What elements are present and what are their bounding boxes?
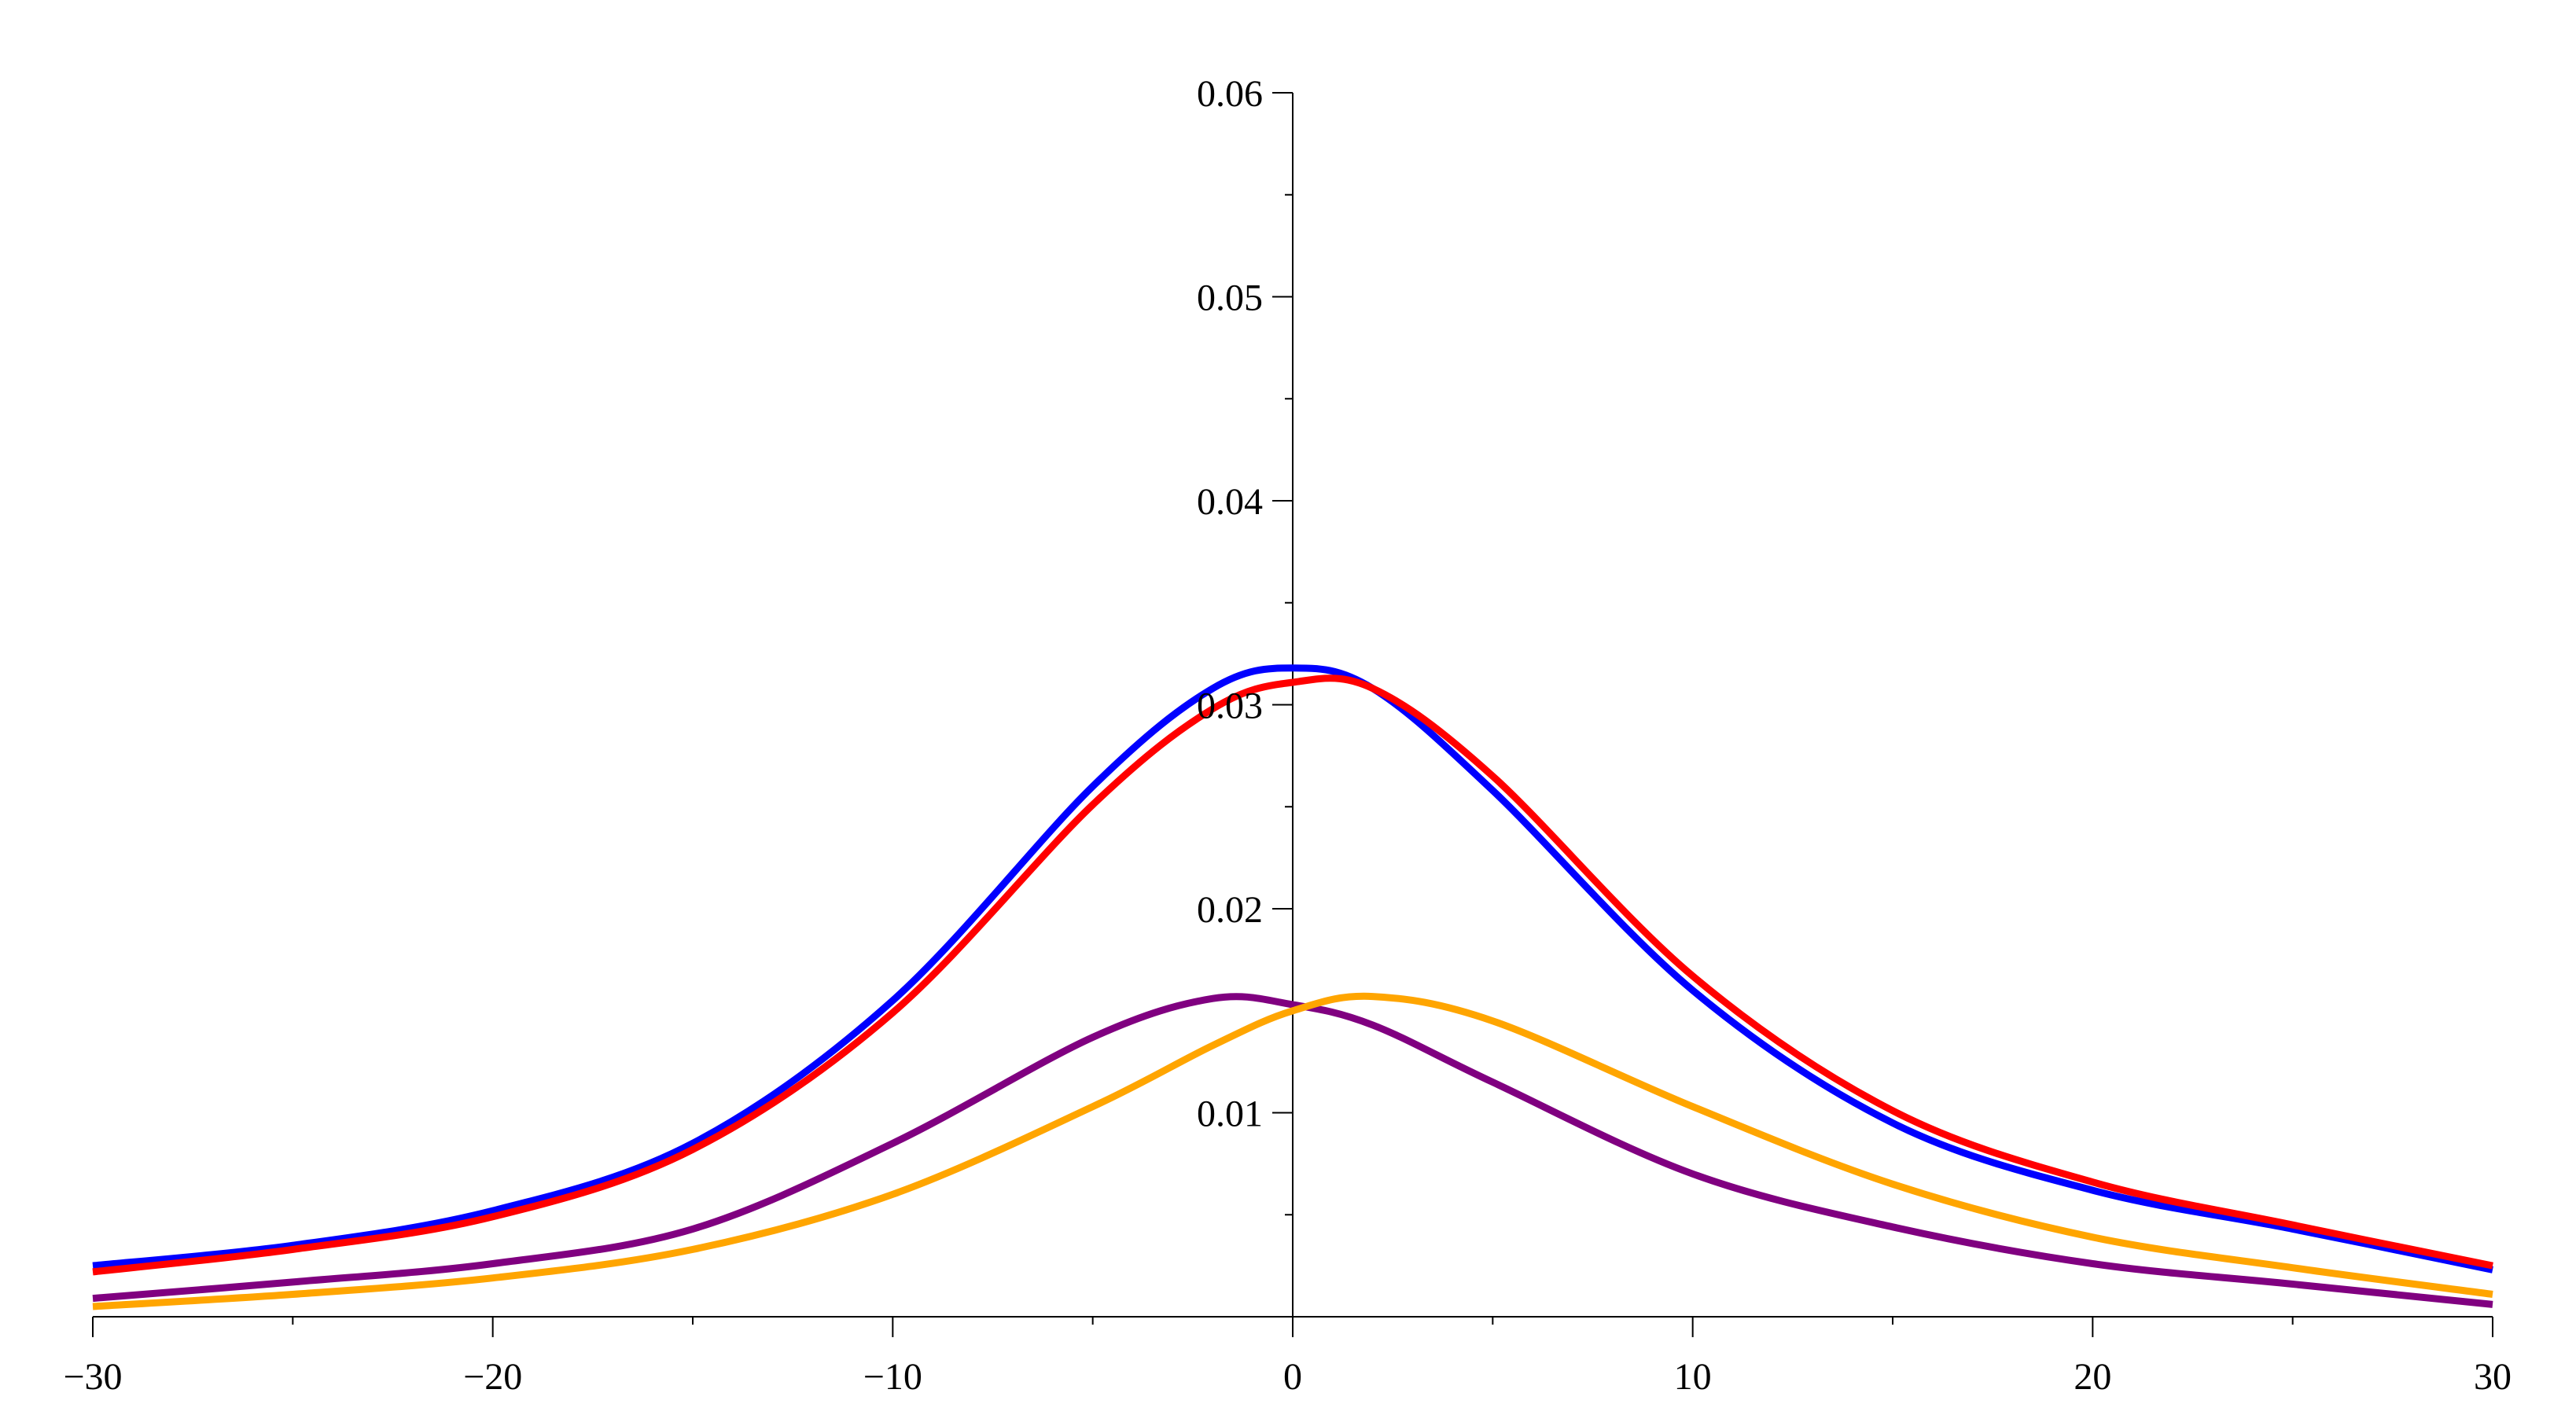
series-line-blue [92, 664, 2493, 1274]
y-tick-label: 0.01 [1197, 1093, 1263, 1135]
series-group [92, 664, 2493, 1310]
axes [92, 92, 2493, 1337]
x-tick-label: −10 [863, 1356, 922, 1398]
x-tick-label: 20 [2074, 1356, 2111, 1398]
y-tick-label: 0.04 [1197, 481, 1263, 523]
x-tick-label: 0 [1283, 1356, 1302, 1398]
series-line-red [92, 674, 2493, 1276]
x-tick-label: 10 [1674, 1356, 1712, 1398]
series-line-purple [92, 993, 2493, 1308]
x-tick-label: −20 [463, 1356, 522, 1398]
x-tick-label: 30 [2474, 1356, 2512, 1398]
x-tick-label: −30 [63, 1356, 122, 1398]
y-tick-label: 0.06 [1197, 73, 1263, 115]
y-tick-label: 0.03 [1197, 685, 1263, 727]
y-tick-label: 0.02 [1197, 889, 1263, 931]
y-tick-label: 0.05 [1197, 277, 1263, 319]
series-line-orange [92, 992, 2493, 1310]
tick-labels: −30 −20 −10 0 10 20 30 0.01 0.02 0.03 0.04 0.05 0.06 [63, 73, 2512, 1398]
